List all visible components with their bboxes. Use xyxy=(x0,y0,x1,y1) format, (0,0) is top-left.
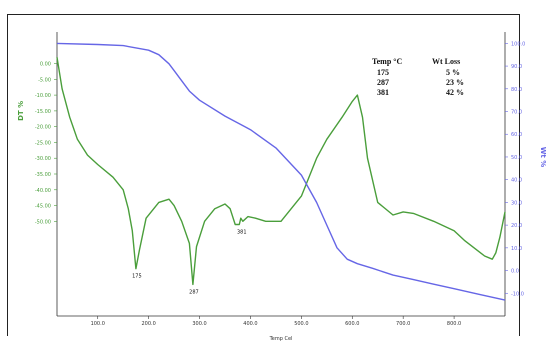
table-cell-wtloss: 5 % xyxy=(446,68,460,77)
y-right-tick-label: 60.0 xyxy=(511,132,522,138)
x-tick-label: 200.0 xyxy=(141,321,155,327)
y-right-tick-label: 80.0 xyxy=(511,87,522,93)
y-left-tick-label: -30.00 xyxy=(35,156,51,162)
y-left-tick-label: -10.00 xyxy=(35,93,51,99)
table-cell-wtloss: 23 % xyxy=(446,78,464,87)
y-right-tick-label: 10.0 xyxy=(511,246,522,252)
x-tick-label: 700.0 xyxy=(396,321,410,327)
table-cell-wtloss: 42 % xyxy=(446,88,464,97)
y-left-tick-label: -20.00 xyxy=(35,125,51,131)
peak-label: 287 xyxy=(189,289,199,295)
y-right-tick-label: 100.0 xyxy=(511,41,525,47)
table-cell-temp: 287 xyxy=(377,78,389,87)
x-tick-label: 400.0 xyxy=(243,321,257,327)
y-right-tick-label: 50.0 xyxy=(511,155,522,161)
x-tick-label: 300.0 xyxy=(192,321,206,327)
y-left-tick-label: -5.00 xyxy=(38,77,51,83)
y-right-tick-label: 0.0 xyxy=(511,269,519,275)
y-left-tick-label: -45.00 xyxy=(35,204,51,210)
chart-frame xyxy=(7,14,520,336)
peak-label: 381 xyxy=(237,229,247,235)
table-cell-temp: 175 xyxy=(377,68,389,77)
y-left-tick-label: -15.00 xyxy=(35,109,51,115)
y-left-tick-label: -50.00 xyxy=(35,219,51,225)
peak-label: 175 xyxy=(132,274,142,280)
x-tick-label: 100.0 xyxy=(91,321,105,327)
y-right-tick-label: 40.0 xyxy=(511,178,522,184)
y-left-tick-label: -35.00 xyxy=(35,172,51,178)
y-axis-left-title: DT % xyxy=(17,101,25,121)
y-left-tick-label: 0.00 xyxy=(40,62,51,68)
y-axis-right-title: Wt % xyxy=(539,147,547,168)
x-tick-label: 600.0 xyxy=(345,321,359,327)
series-line-dt xyxy=(56,57,506,286)
y-right-tick-label: 20.0 xyxy=(511,223,522,229)
series-line-wt xyxy=(56,42,506,301)
table-header-temp: Temp °C xyxy=(372,57,402,66)
y-right-tick-label: 30.0 xyxy=(511,200,522,206)
y-right-tick-label: 90.0 xyxy=(511,64,522,70)
y-left-tick-label: -40.00 xyxy=(35,188,51,194)
y-left-tick-label: -25.00 xyxy=(35,140,51,146)
x-axis-title: Temp Cel xyxy=(269,336,293,342)
table-cell-temp: 381 xyxy=(377,88,389,97)
table-header-wtloss: Wt Loss xyxy=(432,57,460,66)
x-tick-label: 800.0 xyxy=(447,321,461,327)
y-right-tick-label: 70.0 xyxy=(511,110,522,116)
x-tick-label: 500.0 xyxy=(294,321,308,327)
y-right-tick-label: -10.0 xyxy=(511,291,524,297)
